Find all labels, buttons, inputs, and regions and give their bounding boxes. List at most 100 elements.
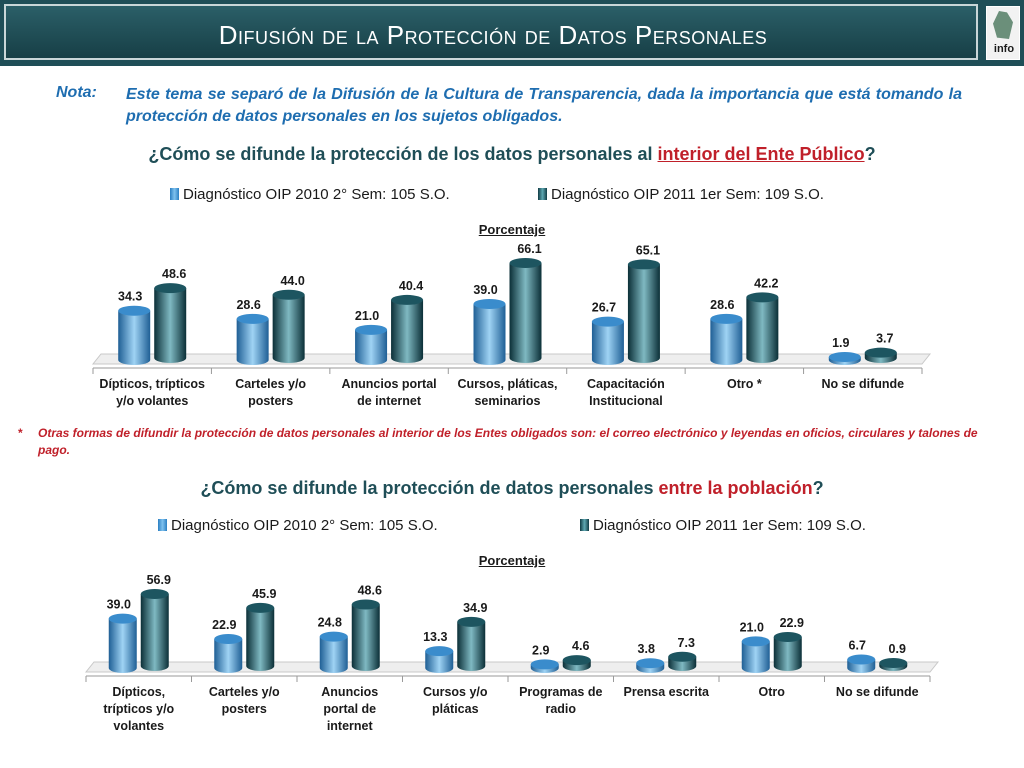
footnote-star: *: [18, 426, 23, 440]
bar-series-2-2: [391, 299, 424, 363]
legend-label: Diagnóstico OIP 2010 2° Sem: 105 S.O.: [171, 517, 438, 534]
legend-swatch-icon: [538, 188, 547, 200]
chart1-legend-item-2: Diagnóstico OIP 2011 1er Sem: 109 S.O.: [538, 186, 824, 203]
category-label: Prensa escrita: [624, 685, 711, 699]
chart2-ylabel: Porcentaje: [478, 553, 546, 568]
data-label: 66.1: [517, 242, 541, 256]
bar-series-2-0: [154, 288, 187, 363]
chart1-question-highlight: interior del Ente Público: [657, 144, 865, 164]
data-label: 21.0: [740, 620, 764, 634]
data-label: 7.3: [678, 636, 695, 650]
bar-top-series-2-4: [562, 655, 591, 666]
category-label: pláticas: [432, 702, 479, 716]
bar-series-1-3: [473, 303, 506, 365]
chart-floor: [84, 661, 940, 673]
bar-series-2-1: [272, 294, 305, 363]
chart1-ylabel: Porcentaje: [478, 222, 546, 237]
data-label: 21.0: [355, 309, 379, 323]
data-label: 28.6: [236, 298, 260, 312]
category-label: Anuncios: [321, 685, 378, 699]
chart1-legend-item-1: Diagnóstico OIP 2010 2° Sem: 105 S.O.: [170, 186, 450, 203]
bar-series-2-1: [246, 607, 275, 671]
bar-top-series-2-5: [668, 651, 697, 662]
chart1-svg: 34.3 48.6 Dípticos, trípticos y/o volantes 2…: [91, 242, 932, 408]
note-text: Este tema se separó de la Difusión de la…: [126, 86, 962, 125]
bar-top-series-1-6: [828, 352, 861, 362]
category-label: Capacitación: [587, 377, 665, 391]
category-label: de internet: [357, 394, 422, 408]
category-label: trípticos y/o: [103, 702, 174, 716]
data-label: 39.0: [473, 283, 497, 297]
data-label: 39.0: [107, 598, 131, 612]
category-label: Institucional: [589, 394, 663, 408]
bar-series-2-3: [457, 621, 486, 671]
chart2-question-text: ¿Cómo se difunde la protección de datos …: [200, 478, 659, 498]
bar-series-2-6: [773, 637, 802, 671]
bar-top-series-1-2: [319, 631, 348, 642]
category-label: seminarios: [474, 394, 540, 408]
bar-top-series-1-5: [710, 313, 743, 324]
chart2-question: ¿Cómo se difunde la protección de datos …: [0, 478, 1024, 499]
data-label: 26.7: [592, 301, 616, 315]
bar-top-series-2-0: [154, 283, 187, 294]
bar-top-series-2-4: [627, 259, 660, 270]
bar-top-series-1-3: [425, 646, 454, 657]
category-label: Anuncios portal: [341, 377, 436, 391]
bar-top-series-2-6: [773, 632, 802, 643]
category-label: Carteles y/o: [209, 685, 280, 699]
bar-top-series-1-1: [236, 313, 269, 324]
bar-top-series-1-1: [214, 634, 243, 645]
bar-top-series-2-0: [140, 589, 169, 599]
category-label: y/o volantes: [116, 394, 188, 408]
data-label: 22.9: [780, 616, 804, 630]
bar-series-2-0: [140, 594, 169, 671]
legend-label: Diagnóstico OIP 2010 2° Sem: 105 S.O.: [183, 186, 450, 203]
category-label: Cursos y/o: [423, 685, 488, 699]
data-label: 34.3: [118, 290, 142, 304]
bar-top-series-1-2: [355, 324, 388, 335]
chart1-question: ¿Cómo se difunde la protección de los da…: [0, 144, 1024, 165]
data-label: 3.7: [876, 332, 893, 346]
bar-series-1-5: [710, 318, 743, 365]
data-label: 0.9: [889, 642, 906, 656]
category-label: Dípticos,: [112, 685, 165, 699]
data-label: 56.9: [147, 574, 171, 587]
category-label: No se difunde: [836, 685, 919, 699]
category-label: internet: [327, 719, 374, 733]
bar-top-series-1-7: [847, 654, 876, 665]
data-label: 22.9: [212, 618, 236, 632]
category-label: Otro *: [727, 377, 762, 391]
bar-top-series-2-2: [351, 599, 380, 610]
data-label: 42.2: [754, 276, 778, 290]
bar-top-series-2-3: [509, 258, 542, 268]
legend-swatch-icon: [580, 519, 589, 531]
category-label: Programas de: [519, 685, 602, 699]
data-label: 6.7: [849, 639, 866, 653]
category-label: Cursos, pláticas,: [457, 377, 557, 391]
data-label: 3.8: [638, 642, 655, 656]
bar-top-series-2-1: [246, 602, 275, 613]
legend-label: Diagnóstico OIP 2011 1er Sem: 109 S.O.: [593, 517, 866, 534]
legend-swatch-icon: [158, 519, 167, 531]
category-label: posters: [248, 394, 293, 408]
page-title: Difusión de la Protección de Datos Perso…: [218, 20, 768, 50]
note-label: Nota:: [56, 84, 97, 101]
chart2-question-highlight: entre la población: [658, 478, 813, 498]
chart1-question-end: ?: [864, 144, 876, 164]
data-label: 1.9: [832, 336, 849, 350]
category-label: Dípticos, trípticos: [99, 377, 205, 391]
bar-top-series-1-0: [118, 305, 151, 316]
bar-series-1-2: [319, 636, 348, 673]
bar-top-series-2-3: [457, 616, 486, 627]
bar-top-series-2-5: [746, 292, 779, 303]
bar-series-1-0: [118, 310, 151, 365]
category-label: volantes: [113, 719, 164, 733]
category-label: radio: [545, 702, 576, 716]
data-label: 34.9: [463, 601, 487, 615]
bar-series-1-0: [108, 618, 137, 673]
chart2-question-end: ?: [812, 478, 824, 498]
bar-series-1-4: [591, 321, 624, 365]
bar-top-series-2-6: [864, 347, 897, 358]
bar-top-series-1-4: [530, 659, 559, 670]
bar-series-1-3: [425, 651, 454, 673]
